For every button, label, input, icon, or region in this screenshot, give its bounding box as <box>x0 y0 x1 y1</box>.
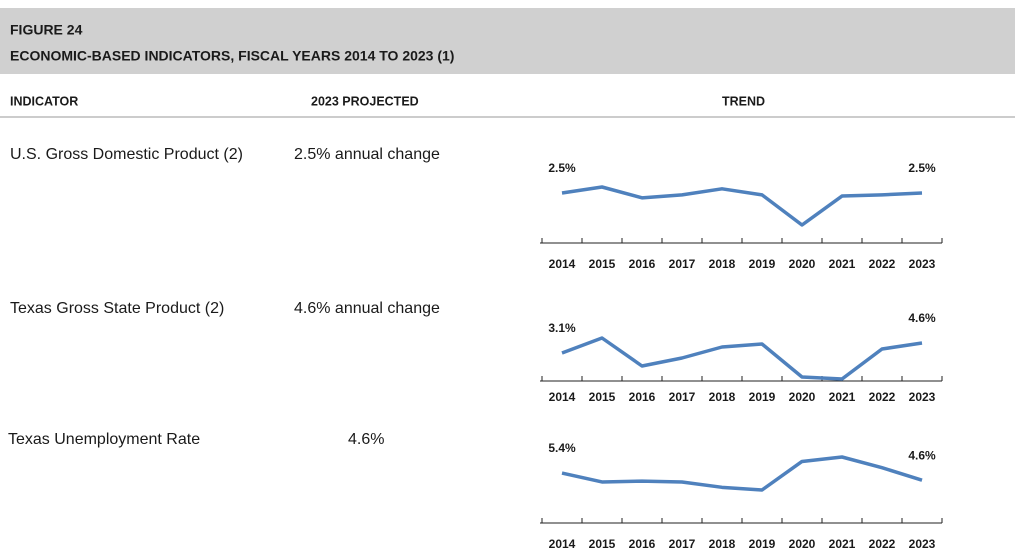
projected-value: 4.6% annual change <box>294 300 440 317</box>
year-label: 2020 <box>789 257 816 271</box>
year-label: 2015 <box>589 390 616 404</box>
year-label: 2021 <box>829 537 856 551</box>
column-header: 2023 PROJECTED <box>311 94 419 108</box>
year-label: 2016 <box>629 257 656 271</box>
value-label: 4.6% <box>908 311 936 325</box>
trend-line <box>561 455 923 492</box>
year-label: 2019 <box>749 537 776 551</box>
year-label: 2015 <box>589 537 616 551</box>
figure-number: FIGURE 24 <box>10 22 83 38</box>
year-label: 2022 <box>869 390 896 404</box>
year-label: 2021 <box>829 390 856 404</box>
year-label: 2015 <box>589 257 616 271</box>
year-label: 2014 <box>549 257 576 271</box>
projected-value: 4.6% <box>348 431 384 448</box>
year-label: 2014 <box>549 390 576 404</box>
year-label: 2017 <box>669 537 696 551</box>
indicator-name: Texas Unemployment Rate <box>8 431 200 448</box>
value-label: 2.5% <box>548 161 576 175</box>
year-label: 2017 <box>669 257 696 271</box>
year-label: 2023 <box>909 257 936 271</box>
year-label: 2020 <box>789 537 816 551</box>
value-label: 2.5% <box>908 161 936 175</box>
projected-value: 2.5% annual change <box>294 146 440 163</box>
year-label: 2019 <box>749 390 776 404</box>
indicator-name: U.S. Gross Domestic Product (2) <box>10 146 243 163</box>
year-label: 2016 <box>629 390 656 404</box>
column-header: INDICATOR <box>10 94 78 108</box>
year-label: 2019 <box>749 257 776 271</box>
indicator-name: Texas Gross State Product (2) <box>10 300 224 317</box>
value-label: 4.6% <box>908 448 936 462</box>
year-label: 2014 <box>549 537 576 551</box>
year-label: 2023 <box>909 537 936 551</box>
year-label: 2016 <box>629 537 656 551</box>
year-label: 2017 <box>669 390 696 404</box>
year-label: 2018 <box>709 390 736 404</box>
year-label: 2018 <box>709 257 736 271</box>
year-label: 2018 <box>709 537 736 551</box>
year-label: 2023 <box>909 390 936 404</box>
value-label: 5.4% <box>548 441 576 455</box>
trend-line <box>561 336 923 381</box>
header-band <box>0 8 1015 74</box>
year-label: 2022 <box>869 257 896 271</box>
year-label: 2022 <box>869 537 896 551</box>
value-label: 3.1% <box>548 321 576 335</box>
year-label: 2020 <box>789 390 816 404</box>
trend-line <box>561 185 923 227</box>
year-label: 2021 <box>829 257 856 271</box>
column-header: TREND <box>722 94 765 108</box>
figure-title: ECONOMIC-BASED INDICATORS, FISCAL YEARS … <box>10 48 454 64</box>
